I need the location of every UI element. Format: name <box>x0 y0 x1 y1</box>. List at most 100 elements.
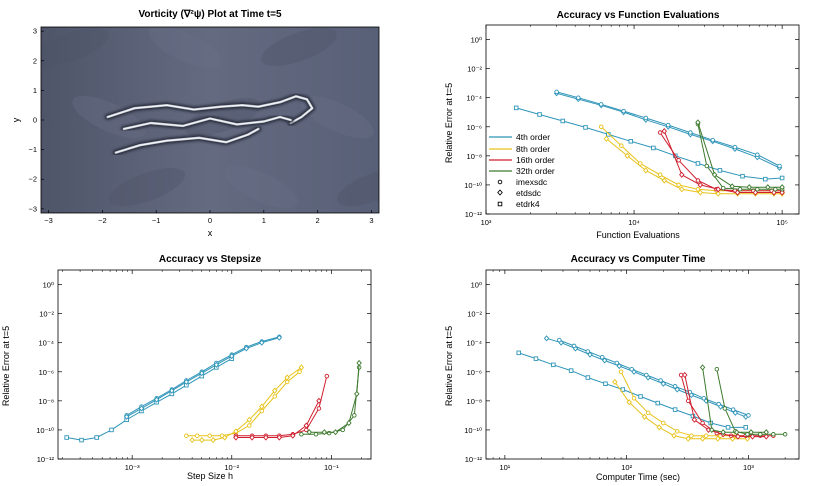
data-point-circle <box>777 163 782 169</box>
data-point-diamond <box>679 171 685 178</box>
data-point-circle <box>284 379 290 385</box>
data-point-circle <box>324 373 330 379</box>
data-point-circle <box>704 163 710 169</box>
data-point-diamond <box>749 433 756 440</box>
time-xlabel: Computer Time (sec) <box>596 472 680 482</box>
fe-title: Accuracy vs Function Evaluations <box>557 10 720 21</box>
fe-ylabel: Relative Error at t=5 <box>444 83 454 163</box>
data-point-circle <box>598 124 604 130</box>
vorticity-band <box>148 27 222 69</box>
data-point-circle <box>714 366 720 372</box>
data-point-circle <box>631 396 637 401</box>
data-point-diamond <box>543 335 550 342</box>
data-point-diamond <box>752 189 759 196</box>
data-point-diamond <box>748 429 754 436</box>
data-point-circle <box>299 432 304 437</box>
data-point-circle <box>782 432 788 437</box>
data-point-square <box>551 362 556 368</box>
vorticity-xtick-label: 0 <box>208 216 212 225</box>
stepsize-series-line <box>66 358 233 441</box>
time-series-4 <box>612 378 751 442</box>
legend-label-etdsdc: etdsdc <box>516 188 542 198</box>
vorticity-xtick-label: 3 <box>369 216 373 225</box>
vorticity-xtick-label: −2 <box>98 216 107 225</box>
stepsize-ylabel: Relative Error at t=5 <box>1 326 11 406</box>
data-point-square <box>94 435 99 440</box>
fe-axes-box <box>485 24 800 215</box>
data-point-square <box>533 356 539 361</box>
data-point-diamond <box>303 422 309 429</box>
data-point-diamond <box>715 186 721 193</box>
data-point-square <box>79 437 84 443</box>
data-point-diamond <box>771 189 777 196</box>
data-point-circle <box>637 161 643 166</box>
fe-ytick-label: 10⁻² <box>467 65 482 74</box>
data-point-diamond <box>679 186 685 193</box>
data-point-circle <box>695 178 701 183</box>
data-point-diamond <box>626 399 632 406</box>
data-point-diamond <box>183 378 190 386</box>
accuracy-vs-computer-time-panel: Accuracy vs Computer Time 10¹ 10² 10³10⁰10… <box>444 254 800 482</box>
time-xtick-label: 10³ <box>743 463 754 472</box>
data-point-circle <box>643 115 649 121</box>
data-point-diamond <box>612 378 618 386</box>
data-point-circle <box>194 433 200 438</box>
data-point-diamond <box>732 409 739 416</box>
data-point-diamond <box>272 387 278 394</box>
data-point-diamond <box>661 177 667 184</box>
data-point-circle <box>585 349 591 354</box>
time-series-line <box>559 339 749 416</box>
stepsize-series-4 <box>189 364 305 444</box>
fe-series-4 <box>603 135 785 197</box>
time-xtick-label: 10¹ <box>499 463 510 472</box>
stepsize-series-line <box>235 375 328 437</box>
fe-xlabel: Function Evaluations <box>596 230 680 240</box>
data-point-diamond <box>734 189 741 196</box>
data-point-circle <box>672 384 678 389</box>
data-point-diamond <box>697 189 703 196</box>
data-point-square <box>651 145 656 151</box>
data-point-diamond <box>276 334 282 341</box>
data-point-circle <box>674 429 680 434</box>
data-point-circle <box>340 427 345 433</box>
data-point-circle <box>665 122 671 128</box>
data-point-diamond <box>603 135 610 142</box>
data-point-diamond <box>321 429 328 436</box>
vorticity-band <box>224 165 298 209</box>
stepsize-xlabel: Step Size h <box>187 471 233 481</box>
stepsize-ytick-label: 10⁻⁶ <box>39 368 54 377</box>
data-point-diamond <box>691 416 698 423</box>
data-point-circle <box>688 130 693 135</box>
data-point-circle <box>758 432 763 437</box>
vorticity-band <box>41 28 109 66</box>
data-point-diamond <box>641 413 648 420</box>
data-point-diamond <box>763 433 769 440</box>
data-point-diamond <box>199 437 205 444</box>
data-point-circle <box>730 407 736 412</box>
data-point-diamond <box>199 370 205 377</box>
data-point-diamond <box>229 352 235 360</box>
data-point-diamond <box>699 435 706 442</box>
fe-series-7 <box>695 121 785 192</box>
stepsize-title: Accuracy vs Stepsize <box>159 254 262 265</box>
legend-label-8th: 8th order <box>516 144 550 154</box>
data-point-square <box>560 118 566 124</box>
data-point-square <box>109 427 114 433</box>
vorticity-panel: Vorticity (∇²ψ) Plot at Time t=5 −3 −2 −1 0… <box>11 9 380 238</box>
time-ytick-label: 10⁻⁸ <box>467 397 482 406</box>
data-point-circle <box>619 143 624 148</box>
data-point-diamond <box>123 413 130 420</box>
time-series-line <box>614 381 748 440</box>
data-point-diamond <box>246 416 253 423</box>
fe-xtick-label: 10⁵ <box>776 218 787 227</box>
data-point-diamond <box>587 351 593 358</box>
data-point-circle <box>272 394 277 399</box>
stepsize-ytick-label: 10⁰ <box>43 281 54 290</box>
data-point-diamond <box>213 361 220 368</box>
data-point-diamond <box>720 429 726 436</box>
data-point-circle <box>614 360 620 366</box>
data-point-diamond <box>779 189 785 196</box>
data-point-diamond <box>354 390 360 397</box>
data-point-diamond <box>306 429 312 436</box>
